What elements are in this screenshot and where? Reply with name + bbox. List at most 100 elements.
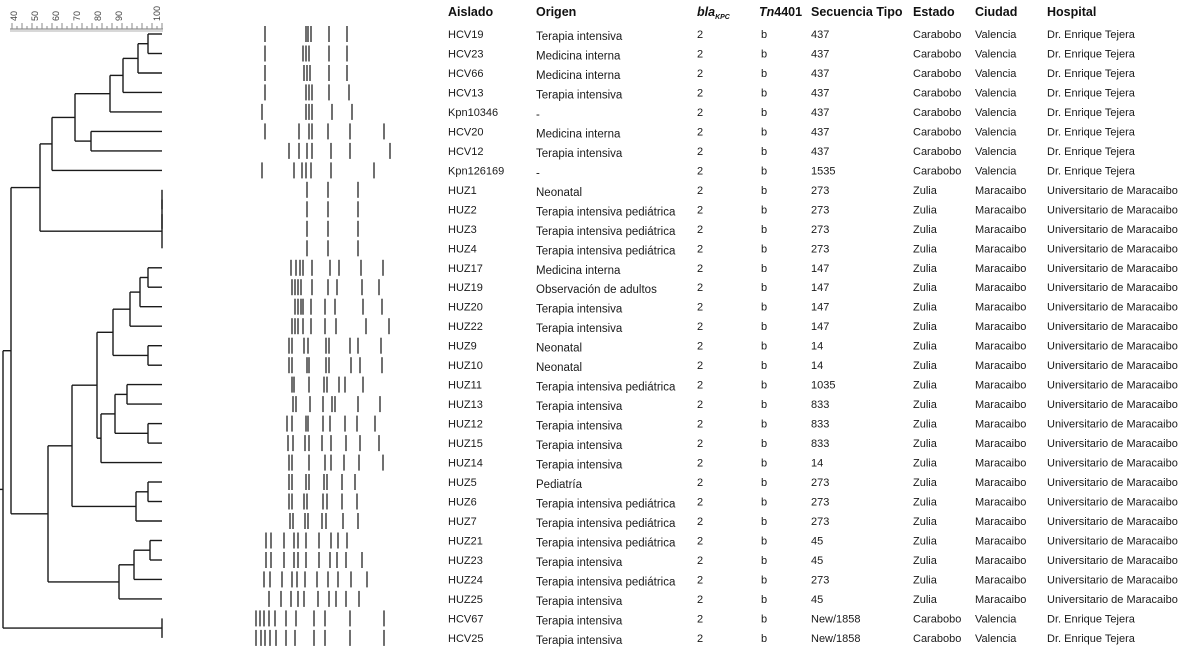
cell-hospital: Universitario de Maracaibo: [1047, 458, 1178, 470]
table-row: HUZ14 Terapia intensiva 2 b 14 Zulia Maracaibo…: [448, 458, 1178, 472]
dendrogram-branch: [96, 331, 113, 439]
cell-tn4401: b: [761, 302, 767, 314]
cell-aislado: HUZ9: [448, 341, 477, 353]
table-header: Aislado Origen blaKPC Tn4401 Secuencia T…: [448, 5, 1096, 21]
cell-aislado: HUZ4: [448, 243, 477, 255]
dendrogram-branch: [109, 74, 162, 113]
cell-aislado: Kpn126169: [448, 165, 504, 177]
cell-bla-kpc: 2: [697, 613, 703, 625]
cell-ciudad: Maracaibo: [975, 321, 1026, 333]
cell-ciudad: Valencia: [975, 613, 1017, 625]
table-row: HUZ4 Terapia intensiva pediátrica 2 b 273 Zul…: [448, 243, 1178, 257]
cell-tn4401: b: [761, 458, 767, 470]
cell-ciudad: Maracaibo: [975, 282, 1026, 294]
dendrogram-branch: [147, 481, 162, 503]
cell-origen: Terapia intensiva pediátrica: [536, 499, 676, 511]
cell-secuencia-tipo: 273: [811, 516, 829, 528]
cell-bla-kpc: 2: [697, 282, 703, 294]
table-row: HUZ10 Neonatal 2 b 14 Zulia Maracaibo Universit…: [448, 360, 1178, 374]
cell-hospital: Universitario de Maracaibo: [1047, 399, 1178, 411]
gel-lane: [286, 415, 376, 432]
scale-label: 100: [152, 6, 162, 21]
table-row: Kpn126169 - 2 b 1535 Carabobo Valencia Dr. Enri…: [448, 165, 1136, 179]
cell-origen: Pediatría: [536, 479, 583, 491]
cell-hospital: Universitario de Maracaibo: [1047, 263, 1178, 275]
table-row: HUZ11 Terapia intensiva pediátrica 2 b 1035 Z…: [448, 380, 1178, 394]
cell-estado: Zulia: [913, 243, 938, 255]
cell-bla-kpc: 2: [697, 574, 703, 586]
header-ciudad: Ciudad: [975, 5, 1017, 19]
cell-ciudad: Valencia: [975, 165, 1017, 177]
cell-ciudad: Maracaibo: [975, 555, 1026, 567]
dendrogram-branch: [122, 57, 162, 94]
cell-aislado: HUZ7: [448, 516, 477, 528]
cell-hospital: Universitario de Maracaibo: [1047, 282, 1178, 294]
cell-estado: Zulia: [913, 555, 938, 567]
cell-hospital: Dr. Enrique Tejera: [1047, 633, 1136, 645]
cell-ciudad: Maracaibo: [975, 419, 1026, 431]
cell-origen: Terapia intensiva pediátrica: [536, 518, 676, 530]
cell-ciudad: Valencia: [975, 29, 1017, 41]
cell-aislado: HCV23: [448, 49, 483, 61]
cell-bla-kpc: 2: [697, 516, 703, 528]
dendrogram-branch: [147, 33, 162, 55]
cell-tn4401: b: [761, 87, 767, 99]
table-row: HUZ15 Terapia intensiva 2 b 833 Zulia Maracaib…: [448, 438, 1178, 452]
cell-hospital: Universitario de Maracaibo: [1047, 497, 1178, 509]
cell-bla-kpc: 2: [697, 185, 703, 197]
table-row: HUZ6 Terapia intensiva pediátrica 2 b 273 Zul…: [448, 497, 1178, 511]
cell-aislado: HUZ5: [448, 477, 477, 489]
dendrogram-branch: [10, 186, 48, 515]
table-row: HUZ19 Observación de adultos 2 b 147 Zulia Mar…: [448, 282, 1178, 296]
cell-secuencia-tipo: 273: [811, 243, 829, 255]
table-row: HCV20 Medicina interna 2 b 437 Carabobo Valenc…: [448, 126, 1136, 140]
cell-origen: Terapia intensiva: [536, 596, 623, 608]
cell-origen: Terapia intensiva pediátrica: [536, 382, 676, 394]
dendrogram: [0, 33, 163, 638]
cell-ciudad: Valencia: [975, 68, 1017, 80]
cell-origen: -: [536, 109, 540, 121]
cell-ciudad: Maracaibo: [975, 204, 1026, 216]
dendrogram-branch: [39, 143, 162, 232]
cell-tn4401: b: [761, 497, 767, 509]
cell-origen: Terapia intensiva: [536, 89, 623, 101]
gel-lane: [255, 629, 385, 646]
cell-aislado: HCV13: [448, 87, 483, 99]
cell-ciudad: Maracaibo: [975, 497, 1026, 509]
gel-lane: [264, 26, 348, 42]
cell-tn4401: b: [761, 107, 767, 119]
cell-origen: Terapia intensiva: [536, 557, 623, 569]
cell-estado: Carabobo: [913, 68, 961, 80]
gel-lane: [261, 103, 353, 120]
cell-secuencia-tipo: 45: [811, 594, 823, 606]
table-row: HUZ1 Neonatal 2 b 273 Zulia Maracaibo Universit…: [448, 185, 1178, 199]
cell-aislado: HCV66: [448, 68, 483, 80]
gel-lane: [306, 220, 359, 237]
cell-estado: Carabobo: [913, 87, 961, 99]
cell-origen: Terapia intensiva: [536, 304, 623, 316]
cell-estado: Zulia: [913, 399, 938, 411]
cell-estado: Zulia: [913, 302, 938, 314]
table-row: HCV25 Terapia intensiva 2 b New/1858 Carabobo…: [448, 633, 1136, 647]
cell-ciudad: Maracaibo: [975, 438, 1026, 450]
table-row: HUZ20 Terapia intensiva 2 b 147 Zulia Maracaib…: [448, 302, 1178, 316]
dendrogram-branch: [100, 413, 162, 464]
gel-lane: [288, 357, 383, 374]
cell-origen: Terapia intensiva: [536, 460, 623, 472]
cell-tn4401: b: [761, 204, 767, 216]
gel-lane: [265, 552, 363, 568]
cell-bla-kpc: 2: [697, 204, 703, 216]
scale-label: 90: [114, 11, 124, 21]
cell-aislado: HUZ14: [448, 458, 483, 470]
cell-tn4401: b: [761, 49, 767, 61]
cell-tn4401: b: [761, 536, 767, 548]
cell-aislado: HUZ3: [448, 224, 477, 236]
table-row: HUZ5 Pediatría 2 b 273 Zulia Maracaibo Universi…: [448, 477, 1178, 491]
cell-estado: Zulia: [913, 458, 938, 470]
cell-tn4401: b: [761, 516, 767, 528]
cell-secuencia-tipo: 14: [811, 360, 823, 372]
cell-secuencia-tipo: 273: [811, 224, 829, 236]
cell-ciudad: Maracaibo: [975, 185, 1026, 197]
cell-bla-kpc: 2: [697, 555, 703, 567]
cell-origen: Terapia intensiva pediátrica: [536, 206, 676, 218]
